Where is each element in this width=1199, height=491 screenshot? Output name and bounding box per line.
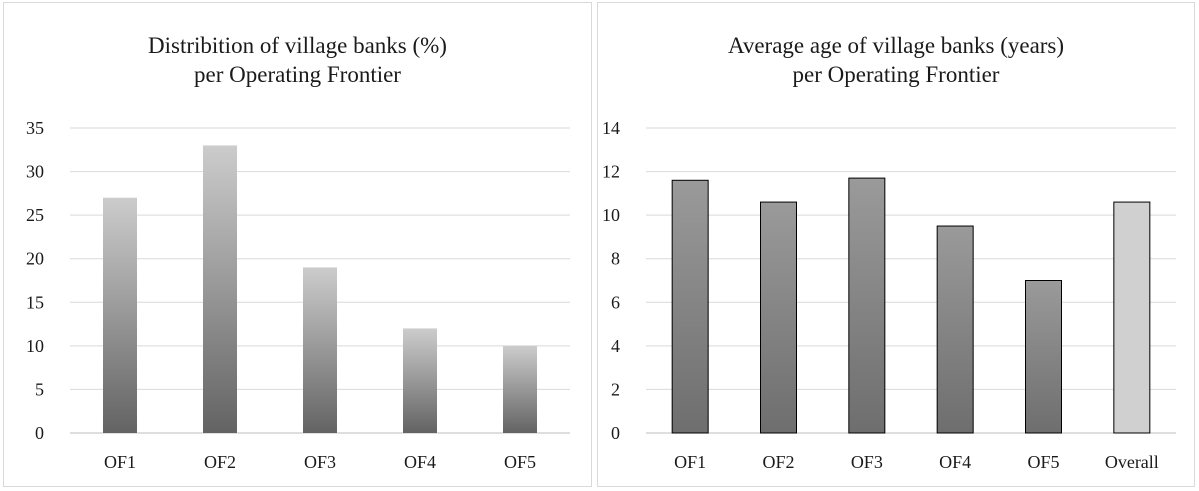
bar-of1 bbox=[672, 180, 708, 433]
x-tick-label: OF2 bbox=[204, 452, 236, 472]
x-tick-label: OF4 bbox=[939, 452, 971, 472]
x-tick-label: OF5 bbox=[1027, 452, 1059, 472]
y-tick-label: 15 bbox=[26, 292, 44, 312]
y-tick-label: 20 bbox=[26, 249, 44, 269]
bar-of1 bbox=[103, 198, 137, 433]
x-tick-label: OF1 bbox=[674, 452, 706, 472]
bar-of2 bbox=[761, 202, 797, 433]
x-tick-label: Overall bbox=[1105, 452, 1159, 472]
x-tick-label: OF3 bbox=[851, 452, 883, 472]
y-tick-label: 12 bbox=[602, 162, 620, 182]
bar-overall bbox=[1114, 202, 1150, 433]
bar-chart-average-age: 0 2 4 6 8 10 12 14 OF1 OF2 OF3 OF4 OF5 Overall bbox=[598, 3, 1196, 488]
x-tick-label: OF2 bbox=[762, 452, 794, 472]
x-tick-label: OF4 bbox=[404, 452, 436, 472]
bar-chart-distribution: 0 5 10 15 20 25 30 35 OF1 OF2 OF3 OF4 OF5 bbox=[4, 3, 593, 488]
chart-panel-average-age: Average age of village banks (years) per… bbox=[597, 2, 1195, 487]
x-tick-label: OF1 bbox=[104, 452, 136, 472]
y-tick-label: 4 bbox=[611, 336, 620, 356]
bar-of3 bbox=[303, 267, 337, 433]
y-tick-label: 30 bbox=[26, 162, 44, 182]
bar-of3 bbox=[849, 178, 885, 433]
chart-panel-distribution: Distribition of village banks (%) per Op… bbox=[3, 2, 592, 487]
y-tick-label: 25 bbox=[26, 205, 44, 225]
y-tick-label: 10 bbox=[26, 336, 44, 356]
y-tick-label: 8 bbox=[611, 249, 620, 269]
bar-of5 bbox=[503, 346, 537, 433]
y-tick-label: 0 bbox=[611, 423, 620, 443]
bar-of4 bbox=[403, 328, 437, 433]
bar-of4 bbox=[937, 226, 973, 433]
y-tick-label: 35 bbox=[26, 118, 44, 138]
y-tick-label: 10 bbox=[602, 205, 620, 225]
y-tick-label: 0 bbox=[35, 423, 44, 443]
x-tick-label: OF5 bbox=[504, 452, 536, 472]
x-tick-label: OF3 bbox=[304, 452, 336, 472]
y-tick-label: 5 bbox=[35, 379, 44, 399]
bar-of2 bbox=[203, 145, 237, 433]
bar-of5 bbox=[1026, 281, 1062, 434]
y-tick-label: 6 bbox=[611, 292, 620, 312]
y-tick-label: 14 bbox=[602, 118, 620, 138]
y-tick-label: 2 bbox=[611, 379, 620, 399]
